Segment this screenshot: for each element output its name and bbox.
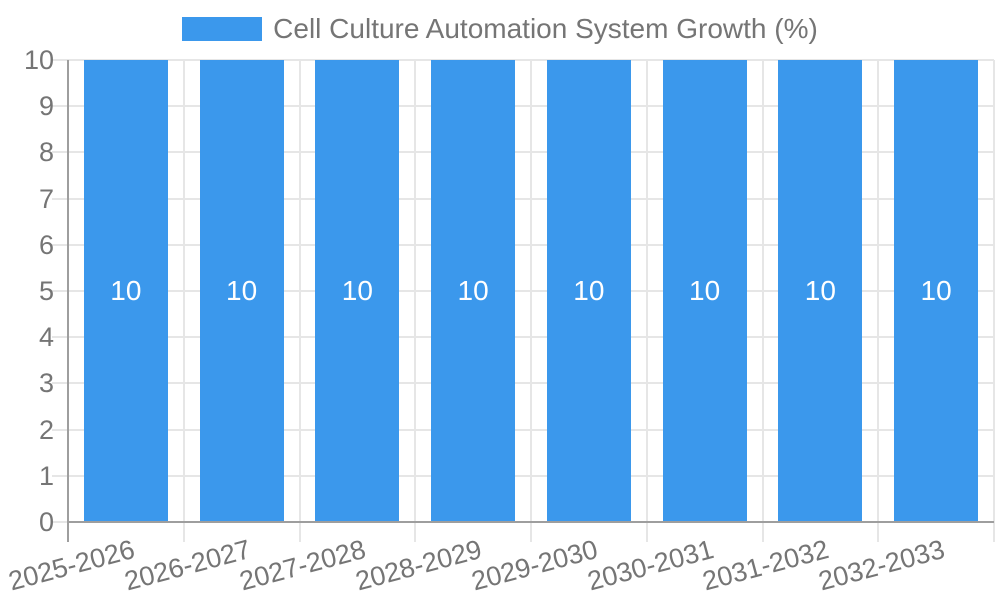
y-axis-tick-label: 1 bbox=[38, 460, 54, 491]
y-axis-tick-label: 7 bbox=[38, 183, 54, 214]
bar-value-label: 10 bbox=[804, 275, 836, 306]
y-axis-tick-label: 10 bbox=[23, 45, 54, 75]
y-axis-tick-label: 3 bbox=[38, 368, 54, 399]
gridline-horizontal bbox=[52, 59, 994, 61]
y-axis-tick-label: 5 bbox=[38, 276, 54, 306]
legend-swatch bbox=[182, 17, 263, 41]
bar[interactable] bbox=[778, 60, 863, 522]
bar-value-label: 10 bbox=[457, 275, 489, 306]
gridline-horizontal bbox=[52, 243, 994, 246]
bar-value-label: 10 bbox=[920, 275, 952, 306]
x-axis-line bbox=[68, 521, 994, 523]
bar[interactable] bbox=[662, 60, 747, 522]
y-axis-tick-label: 9 bbox=[38, 91, 54, 122]
y-axis-tick-label: 2 bbox=[38, 414, 54, 445]
gridline-horizontal bbox=[52, 336, 994, 339]
gridline-vertical bbox=[414, 60, 417, 542]
gridline-horizontal bbox=[52, 382, 994, 385]
legend-series-label: Cell Culture Automation System Growth (%… bbox=[273, 13, 818, 44]
bar-value-label: 10 bbox=[341, 275, 373, 306]
gridline-horizontal bbox=[52, 197, 994, 200]
gridline-vertical bbox=[877, 60, 880, 542]
gridline-vertical bbox=[645, 60, 648, 542]
gridline-vertical bbox=[530, 60, 532, 542]
gridline-horizontal bbox=[52, 428, 994, 431]
bar-value-label: 10 bbox=[110, 275, 142, 306]
gridline-horizontal bbox=[52, 474, 994, 477]
gridline-horizontal bbox=[52, 290, 994, 292]
bar-value-label: 10 bbox=[226, 275, 258, 306]
y-axis-tick-label: 0 bbox=[38, 507, 54, 537]
gridline-vertical bbox=[993, 60, 995, 542]
bar[interactable] bbox=[315, 60, 400, 522]
bar[interactable] bbox=[894, 60, 979, 522]
gridline-vertical bbox=[182, 60, 185, 542]
bar-value-label: 10 bbox=[573, 275, 605, 306]
gridline-horizontal bbox=[52, 151, 994, 154]
bar-value-label: 10 bbox=[689, 275, 721, 306]
bar[interactable] bbox=[546, 60, 631, 522]
chart-legend: Cell Culture Automation System Growth (%… bbox=[0, 14, 1000, 44]
bar[interactable] bbox=[199, 60, 284, 522]
y-axis-tick-label: 4 bbox=[38, 322, 54, 353]
gridline-vertical bbox=[298, 60, 301, 542]
bar[interactable] bbox=[83, 60, 168, 522]
y-axis-line bbox=[67, 60, 69, 542]
bar[interactable] bbox=[431, 60, 516, 522]
gridline-horizontal bbox=[52, 105, 994, 108]
gridline-vertical bbox=[761, 60, 764, 542]
y-axis-tick-label: 6 bbox=[38, 229, 54, 260]
y-axis-tick-label: 8 bbox=[38, 137, 54, 168]
